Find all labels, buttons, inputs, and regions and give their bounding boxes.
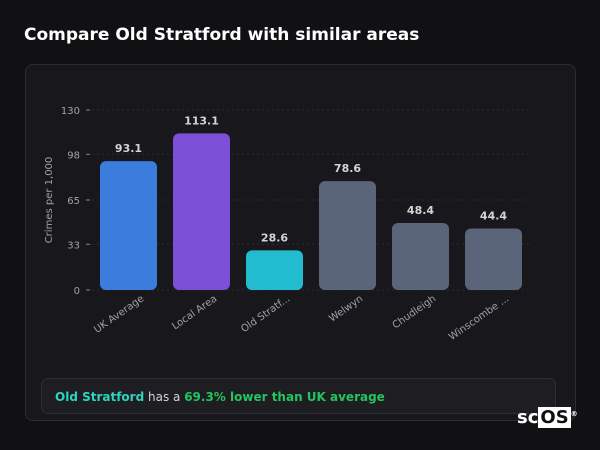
bar xyxy=(173,133,230,290)
bar xyxy=(319,181,376,290)
page-title: Compare Old Stratford with similar areas xyxy=(24,25,420,45)
summary-text: has a xyxy=(144,390,185,404)
x-tick-label: Welwyn xyxy=(327,293,365,324)
y-tick-label: 33 xyxy=(67,240,80,251)
data-label: 48.4 xyxy=(407,204,434,217)
y-tick-label: 98 xyxy=(67,150,80,161)
bar xyxy=(392,222,449,290)
data-label: 28.6 xyxy=(261,231,288,244)
bar xyxy=(246,250,303,290)
y-tick-label: 130 xyxy=(61,106,80,117)
y-tick-label: 65 xyxy=(67,196,80,207)
y-tick-label: 0 xyxy=(74,286,80,297)
bar xyxy=(100,161,157,290)
bar xyxy=(465,228,522,290)
data-label: 113.1 xyxy=(184,114,219,127)
summary-place: Old Stratford xyxy=(55,390,145,404)
summary-comparison: 69.3% lower than UK average xyxy=(184,390,385,404)
x-tick-label: Local Area xyxy=(170,293,219,332)
data-label: 78.6 xyxy=(334,162,361,175)
x-tick-label: Chudleigh xyxy=(391,293,439,331)
data-label: 93.1 xyxy=(115,142,142,155)
summary-box: Old Stratford has a 69.3% lower than UK … xyxy=(41,378,556,414)
y-axis-label: Crimes per 1,000 xyxy=(44,157,55,244)
scos-logo: sc OS ® xyxy=(517,407,578,428)
x-tick-label: Old Stratf... xyxy=(239,293,292,335)
x-tick-label: Winscombe ... xyxy=(447,293,511,342)
data-label: 44.4 xyxy=(480,210,507,223)
x-tick-label: UK Average xyxy=(92,293,146,335)
